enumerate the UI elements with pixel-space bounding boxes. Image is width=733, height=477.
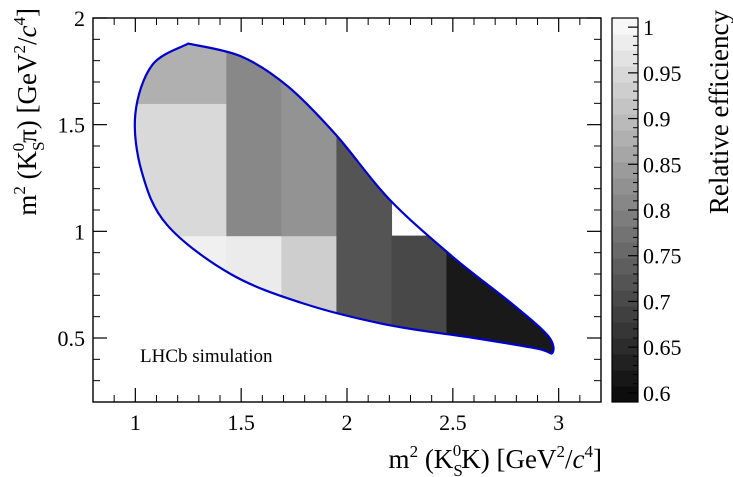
colorbar-band — [612, 258, 638, 275]
x-tick-label: 2.5 — [439, 410, 467, 435]
heatmap-cell — [114, 236, 227, 303]
x-tick-label: 1.5 — [227, 410, 255, 435]
heatmap-cell — [114, 169, 227, 236]
y-tick-label: 2 — [74, 6, 85, 31]
heatmap-cell — [281, 236, 337, 303]
colorbar-tick-label: 0.8 — [643, 198, 671, 223]
colorbar-band — [612, 66, 638, 83]
x-tick-label: 2 — [342, 410, 353, 435]
colorbar-tick-label: 0.75 — [643, 244, 682, 269]
colorbar-tick-label: 0.95 — [643, 61, 682, 86]
heatmap-cell — [336, 236, 392, 303]
heatmap-cell — [226, 169, 282, 236]
heatmap-cell — [446, 236, 559, 303]
x-tick-label: 1 — [130, 410, 141, 435]
colorbar-band — [612, 274, 638, 291]
heatmap-cell — [281, 39, 337, 104]
heatmap-cell — [336, 103, 392, 170]
heatmap-cell — [226, 103, 282, 170]
colorbar-tick-label: 0.9 — [643, 107, 671, 132]
heatmap-cell — [336, 169, 392, 236]
colorbar-band — [612, 82, 638, 99]
colorbar-tick-label: 1 — [643, 15, 654, 40]
x-tick-label: 3 — [553, 410, 564, 435]
heatmap-cell — [226, 39, 282, 104]
y-tick-label: 0.5 — [58, 326, 86, 351]
colorbar-band — [612, 130, 638, 147]
colorbar-band — [612, 338, 638, 355]
heatmap-cell — [114, 39, 227, 104]
colorbar-tick-label: 0.65 — [643, 335, 682, 360]
y-tick-label: 1.5 — [58, 113, 86, 138]
colorbar-tick-label: 0.85 — [643, 152, 682, 177]
colorbar-band — [612, 386, 638, 403]
colorbar-band — [612, 146, 638, 163]
colorbar-tick-label: 0.6 — [643, 381, 671, 406]
heatmap-cell — [281, 169, 337, 236]
colorbar-label: Relative efficiency — [704, 10, 733, 215]
heatmap-cell — [114, 103, 227, 170]
x-axis-label: m2 (KS0K) [GeV2/c4] — [389, 441, 602, 477]
heatmap-cell — [336, 302, 392, 360]
lhcb-simulation-label: LHCb simulation — [140, 346, 273, 367]
colorbar-band — [612, 210, 638, 227]
colorbar-band — [612, 322, 638, 339]
heatmap-cell — [281, 103, 337, 170]
y-tick-label: 1 — [74, 219, 85, 244]
heatmap-cells — [114, 39, 559, 360]
colorbar-band — [612, 18, 638, 35]
colorbar-band — [612, 194, 638, 211]
colorbar-tick-label: 0.7 — [643, 289, 671, 314]
y-axis-label: m2 (KS0π) [GeV2/c4] — [9, 8, 48, 216]
